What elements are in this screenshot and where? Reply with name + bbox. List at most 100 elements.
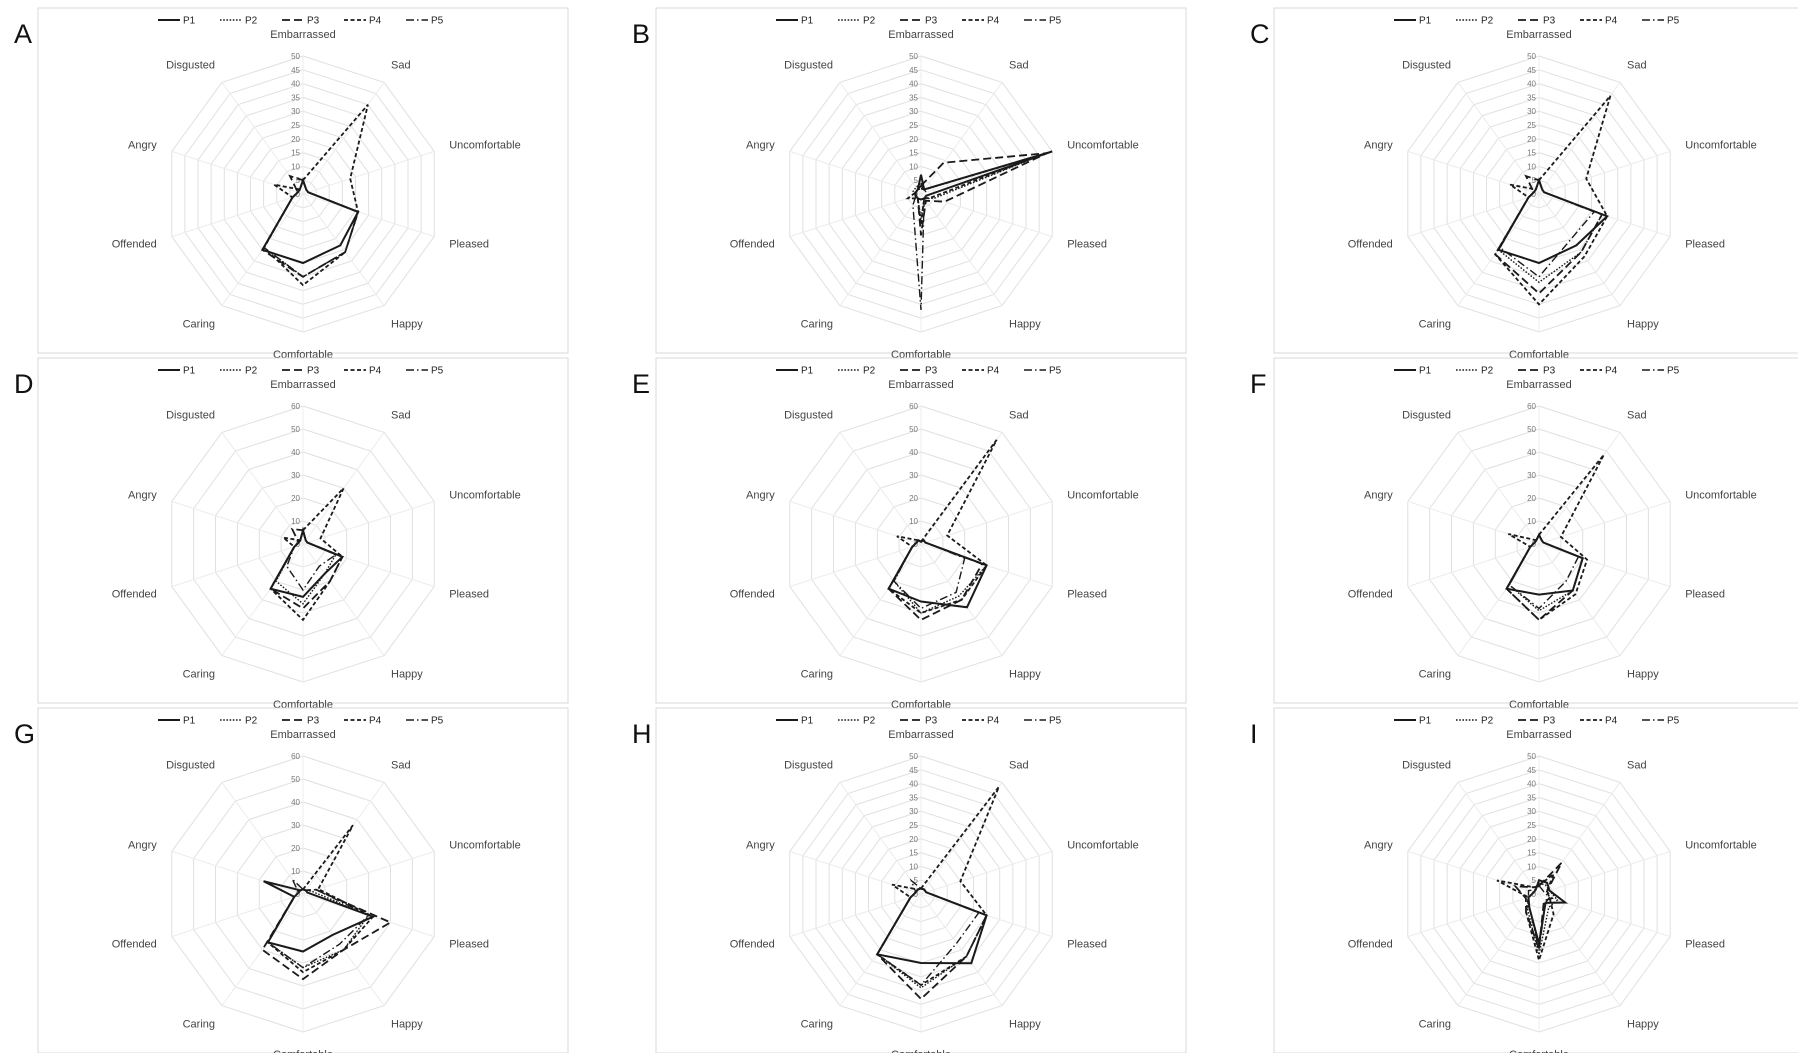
- tick-label: 20: [1527, 494, 1536, 503]
- category-label: Disgusted: [1402, 760, 1451, 772]
- category-label: Happy: [1627, 1018, 1659, 1030]
- category-label: Angry: [746, 140, 775, 152]
- tick-label: 10: [1527, 517, 1536, 526]
- grid-spoke: [1407, 500, 1540, 545]
- legend-label: P2: [863, 16, 876, 27]
- tick-label: 10: [909, 162, 918, 171]
- tick-label: 0: [1532, 890, 1537, 899]
- grid-spoke: [302, 193, 435, 238]
- radar-panel-C: C 0 5 10 15 20 25 30 35 40 45 50 Embarrassed Sad Uncom…: [1250, 7, 1798, 361]
- grid-spoke: [302, 193, 385, 306]
- radar-panel-F: F0102030405060EmbarrassedSadUncomfortabl…: [1250, 357, 1798, 711]
- category-label: Offended: [1348, 238, 1393, 250]
- tick-label: 5: [296, 176, 301, 185]
- legend-label: P5: [1667, 16, 1680, 27]
- legend-label: P3: [1543, 366, 1556, 377]
- grid-spoke: [302, 150, 435, 195]
- tick-label: 5: [914, 876, 919, 885]
- grid-spoke: [302, 543, 385, 656]
- grid-spoke: [839, 782, 922, 895]
- legend-label: P2: [863, 366, 876, 377]
- legend-label: P5: [431, 366, 444, 377]
- category-label: Caring: [801, 668, 833, 680]
- legend-label: P3: [307, 366, 320, 377]
- category-label: Pleased: [449, 238, 489, 250]
- tick-label: 20: [1527, 835, 1536, 844]
- series-p2-line: [275, 527, 337, 605]
- category-label: Disgusted: [784, 760, 833, 772]
- grid-spoke: [221, 782, 304, 895]
- grid-spoke: [920, 193, 1053, 238]
- category-label: Sad: [1009, 60, 1029, 72]
- legend-label: P4: [369, 716, 382, 727]
- category-label: Angry: [746, 490, 775, 502]
- category-label: Angry: [1364, 840, 1393, 852]
- category-label: Pleased: [449, 588, 489, 600]
- category-label: Disgusted: [784, 410, 833, 422]
- category-label: Angry: [128, 840, 157, 852]
- legend-label: P4: [987, 716, 1000, 727]
- tick-label: 35: [909, 793, 918, 802]
- panel-label: B: [632, 19, 650, 49]
- category-label: Sad: [391, 410, 411, 422]
- category-label: Angry: [746, 840, 775, 852]
- grid-spoke: [1538, 432, 1621, 545]
- tick-label: 40: [291, 80, 300, 89]
- category-label: Disgusted: [784, 60, 833, 72]
- grid-spoke: [920, 850, 1053, 895]
- category-label: Sad: [391, 60, 411, 72]
- panel-frame: [1273, 357, 1798, 704]
- tick-label: 45: [291, 66, 300, 75]
- series-p4-line: [1494, 95, 1612, 306]
- grid-spoke: [1407, 193, 1540, 238]
- category-label: Caring: [1419, 318, 1451, 330]
- category-label: Disgusted: [1402, 410, 1451, 422]
- panel-label: E: [632, 369, 650, 399]
- tick-label: 0: [914, 890, 919, 899]
- radar-panel-G: G 0 10 20 30 40 50 60 Embarrassed Sad Uncomfortabl…: [14, 707, 569, 1053]
- category-label: Pleased: [1685, 938, 1725, 950]
- category-label: Offended: [730, 938, 775, 950]
- legend-label: P3: [1543, 716, 1556, 727]
- legend: P1 P2 P3 P4 P5: [158, 16, 444, 27]
- category-label: Embarrassed: [270, 29, 335, 41]
- tick-label: 50: [909, 425, 918, 434]
- tick-label: 30: [909, 471, 918, 480]
- tick-label: 20: [1527, 135, 1536, 144]
- series-p4-line: [887, 439, 998, 615]
- category-label: Embarrassed: [888, 29, 953, 41]
- tick-label: 10: [1527, 862, 1536, 871]
- tick-label: 40: [291, 448, 300, 457]
- category-label: Uncomfortable: [1067, 490, 1139, 502]
- tick-label: 50: [1527, 52, 1536, 61]
- series-p2-line: [1497, 178, 1604, 284]
- legend-label: P4: [369, 16, 382, 27]
- panel-label: A: [14, 19, 32, 49]
- grid-spoke: [171, 500, 304, 545]
- grid-spoke: [789, 850, 922, 895]
- panel-frame: [1273, 7, 1798, 354]
- tick-label: 20: [291, 135, 300, 144]
- series-p4-line: [266, 824, 375, 974]
- tick-label: 15: [291, 149, 300, 158]
- series-p4-line: [1505, 454, 1605, 622]
- grid-spoke: [839, 193, 922, 306]
- series-p5-line: [263, 178, 359, 278]
- series-p1-line: [263, 880, 376, 953]
- tick-label: 60: [1527, 402, 1536, 411]
- legend-label: P3: [307, 16, 320, 27]
- grid-spoke: [1457, 543, 1540, 656]
- tick-label: 35: [1527, 93, 1536, 102]
- grid-spoke: [920, 193, 1003, 306]
- category-label: Pleased: [1067, 238, 1107, 250]
- grid-spoke: [920, 500, 1053, 545]
- tick-label: 35: [1527, 793, 1536, 802]
- category-label: Happy: [1009, 1018, 1041, 1030]
- tick-label: 50: [909, 752, 918, 761]
- category-label: Uncomfortable: [449, 840, 521, 852]
- legend: P1 P2 P3 P4 P5: [1394, 366, 1680, 377]
- series-p4-line: [905, 153, 1043, 225]
- legend-label: P3: [925, 716, 938, 727]
- radar-panel-E: E0102030405060EmbarrassedSadUncomfortabl…: [632, 357, 1187, 711]
